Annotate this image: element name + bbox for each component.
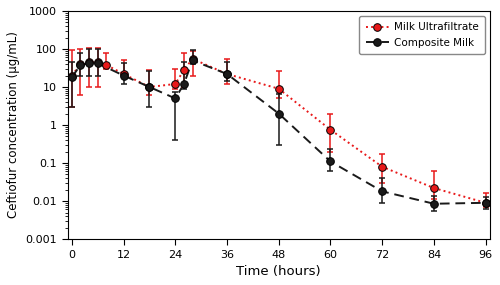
Milk Ultrafiltrate	[69, 74, 75, 77]
Milk Ultrafiltrate	[86, 60, 92, 64]
Composite Milk	[181, 82, 187, 86]
Milk Ultrafiltrate	[379, 165, 385, 168]
X-axis label: Time (hours): Time (hours)	[236, 265, 321, 278]
Composite Milk	[94, 62, 100, 65]
Milk Ultrafiltrate	[181, 68, 187, 72]
Milk Ultrafiltrate	[431, 186, 437, 190]
Milk Ultrafiltrate	[120, 72, 126, 76]
Milk Ultrafiltrate	[104, 63, 110, 67]
Composite Milk	[120, 74, 126, 77]
Composite Milk	[431, 202, 437, 205]
Milk Ultrafiltrate	[190, 57, 196, 60]
Milk Ultrafiltrate	[482, 201, 488, 205]
Milk Ultrafiltrate	[78, 62, 84, 66]
Milk Ultrafiltrate	[94, 60, 100, 64]
Composite Milk	[276, 112, 281, 115]
Composite Milk	[482, 201, 488, 205]
Milk Ultrafiltrate	[276, 87, 281, 90]
Composite Milk	[379, 190, 385, 193]
Composite Milk	[172, 97, 178, 100]
Line: Milk Ultrafiltrate: Milk Ultrafiltrate	[68, 55, 490, 207]
Composite Milk	[146, 85, 152, 89]
Legend: Milk Ultrafiltrate, Composite Milk: Milk Ultrafiltrate, Composite Milk	[360, 16, 484, 54]
Y-axis label: Ceftiofur concentration (μg/mL): Ceftiofur concentration (μg/mL)	[7, 32, 20, 218]
Milk Ultrafiltrate	[172, 82, 178, 86]
Composite Milk	[86, 62, 92, 65]
Milk Ultrafiltrate	[328, 128, 334, 131]
Composite Milk	[224, 72, 230, 76]
Line: Composite Milk: Composite Milk	[68, 57, 490, 207]
Composite Milk	[78, 63, 84, 67]
Composite Milk	[69, 76, 75, 79]
Milk Ultrafiltrate	[146, 85, 152, 89]
Composite Milk	[190, 59, 196, 62]
Composite Milk	[328, 160, 334, 163]
Milk Ultrafiltrate	[224, 72, 230, 76]
